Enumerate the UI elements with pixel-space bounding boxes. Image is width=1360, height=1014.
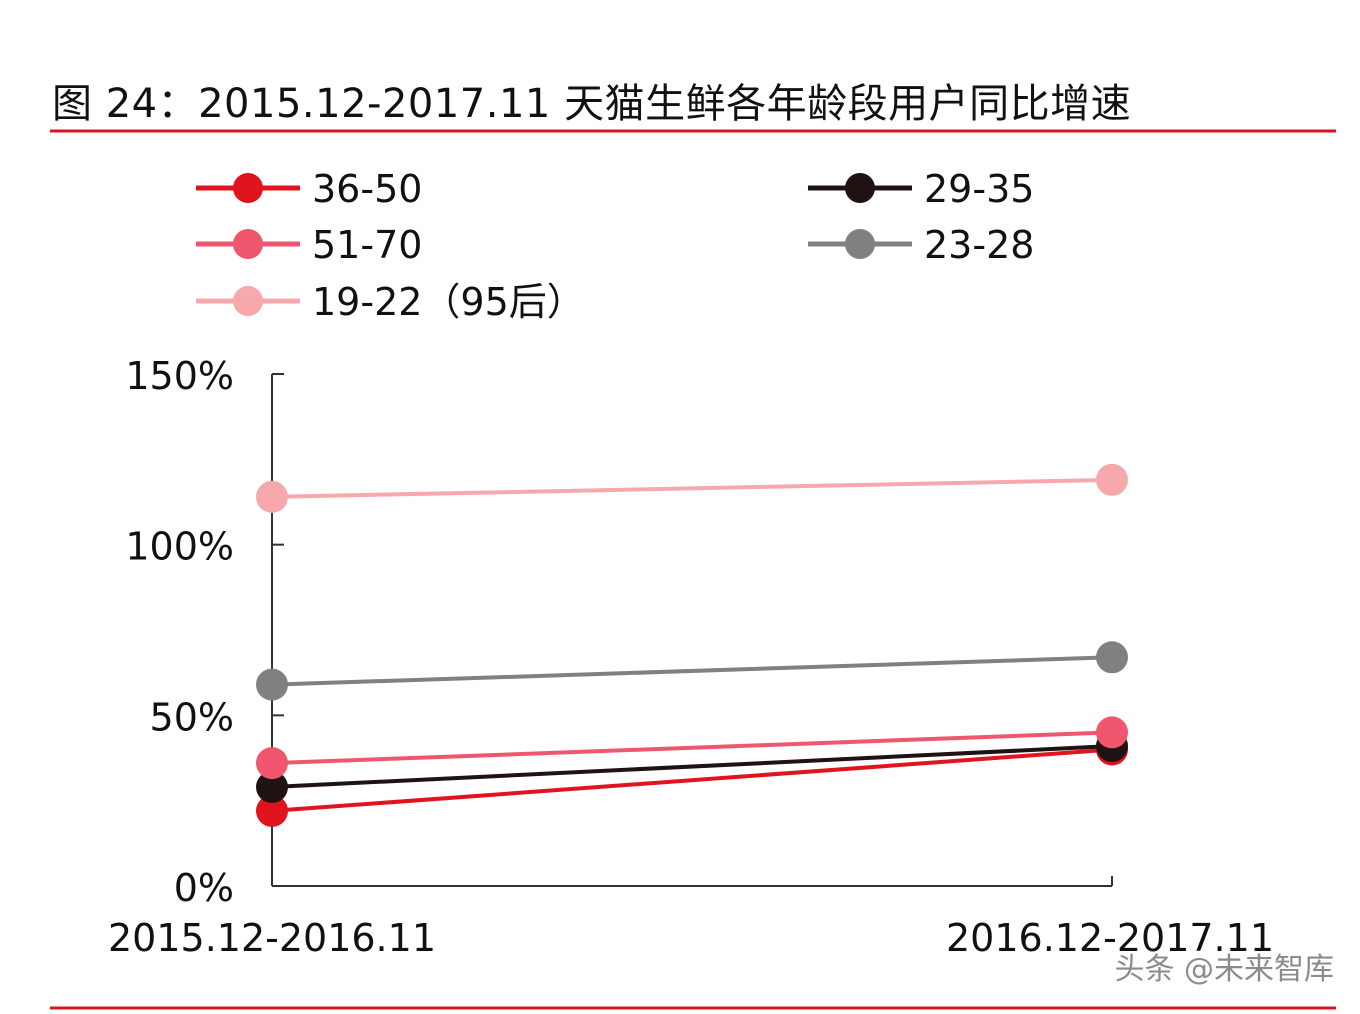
legend-item: 29-35 [808,167,1034,211]
legend: 36-50 29-35 51-70 23-28 19-22（95后） [196,167,1034,324]
legend-swatch-marker [233,173,263,203]
series-line [271,655,1113,687]
legend-label: 51-70 [312,223,422,267]
legend-swatch-marker [845,173,875,203]
series-line [271,477,1113,499]
watermark: 头条 @未来智库 [1114,952,1334,987]
legend-item: 23-28 [808,223,1034,267]
legend-item: 19-22（95后） [196,280,585,324]
legend-label: 29-35 [924,167,1034,211]
data-point [256,480,288,513]
series-3 [256,641,1128,701]
data-point [256,794,288,827]
data-point [1096,463,1128,496]
y-tick-label: 150% [125,354,234,398]
y-tick-label: 100% [125,525,234,569]
y-tick-label: 50% [150,695,234,739]
legend-swatch-marker [233,229,263,259]
series-4 [256,463,1128,513]
y-tick-label: 0% [174,866,234,910]
data-point [1096,641,1128,674]
axes: 0% 50% 100% 150% 2015.12-2016.11 2016.12-2017… [108,354,1274,960]
legend-label: 23-28 [924,223,1034,267]
data-point [256,747,288,780]
x-tick-label: 2015.12-2016.11 [108,916,436,960]
series-line [271,747,1113,813]
legend-swatch-marker [233,286,263,316]
series-line [271,730,1113,766]
data-point [256,771,288,804]
series-layer [256,463,1128,827]
legend-swatch-marker [845,229,875,259]
data-point [1096,716,1128,749]
legend-label: 36-50 [312,167,422,211]
legend-item: 51-70 [196,223,422,267]
figure-title: 图 24：2015.12-2017.11 天猫生鲜各年龄段用户同比增速 [52,81,1132,127]
data-point [256,668,288,701]
series-1 [256,730,1128,804]
legend-label: 19-22（95后） [312,280,585,324]
x-tick-label: 2016.12-2017.11 [946,916,1274,960]
series-2 [256,716,1128,780]
legend-item: 36-50 [196,167,422,211]
series-line [271,744,1113,790]
